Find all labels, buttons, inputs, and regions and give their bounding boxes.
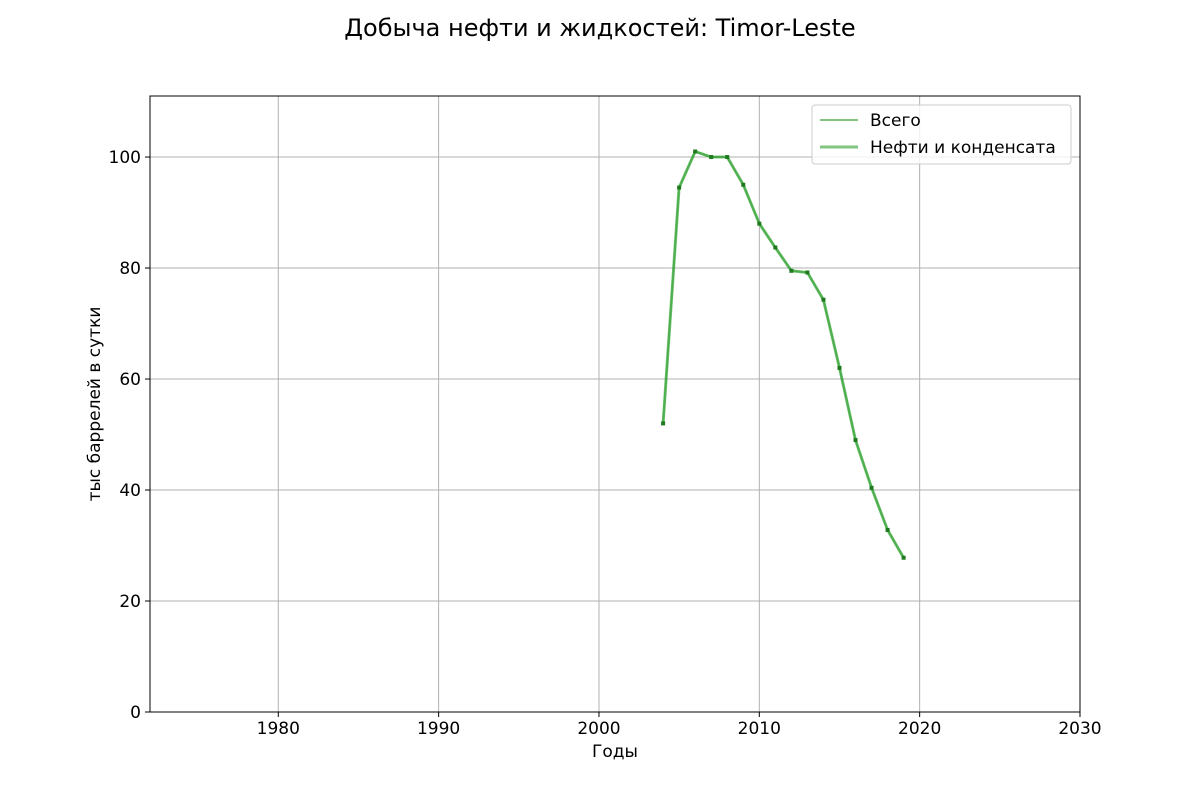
y-axis-label: тыс баррелей в сутки <box>85 307 105 502</box>
data-point <box>757 221 762 226</box>
data-point <box>741 182 746 187</box>
x-tick-label: 1980 <box>257 719 300 739</box>
y-tick-label: 80 <box>119 259 141 279</box>
data-point <box>821 297 826 302</box>
x-tick-label: 1990 <box>417 719 460 739</box>
series-line-1 <box>661 150 905 559</box>
x-tick-label: 2030 <box>1058 719 1101 739</box>
y-axis-ticks: 0 20 40 60 80 100 <box>109 148 150 723</box>
x-axis-label: Годы <box>592 742 638 762</box>
data-point <box>709 155 714 160</box>
plot-frame <box>149 95 1081 713</box>
data-point <box>661 421 666 426</box>
grid <box>150 96 1081 713</box>
data-point <box>885 527 890 532</box>
y-tick-label: 100 <box>109 148 141 168</box>
chart-title: Добыча нефти и жидкостей: Timor-Leste <box>344 14 855 42</box>
x-tick-label: 2020 <box>898 719 941 739</box>
data-point <box>869 485 874 490</box>
legend-label-total: Всего <box>870 111 921 131</box>
x-axis-ticks: 1980 1990 2000 2010 2020 2030 <box>257 712 1102 739</box>
data-point <box>677 185 682 190</box>
y-tick-label: 60 <box>119 370 141 390</box>
data-point <box>789 268 794 273</box>
y-tick-label: 40 <box>119 481 141 501</box>
series-line-0 <box>662 150 905 559</box>
data-point <box>773 245 778 250</box>
data-point <box>805 270 810 275</box>
legend-box <box>811 104 1072 165</box>
y-tick-label: 0 <box>130 703 141 723</box>
data-point <box>725 155 730 160</box>
x-tick-label: 2000 <box>577 719 620 739</box>
x-tick-label: 2010 <box>738 719 781 739</box>
data-point <box>901 555 906 560</box>
legend-label-oil-condensate: Нефти и конденсата <box>870 138 1056 158</box>
legend: Всего Нефти и конденсата <box>811 104 1072 165</box>
plot-series <box>661 149 906 560</box>
data-point <box>837 365 842 370</box>
data-point <box>853 438 858 443</box>
y-tick-label: 20 <box>119 592 141 612</box>
data-point <box>693 149 698 154</box>
